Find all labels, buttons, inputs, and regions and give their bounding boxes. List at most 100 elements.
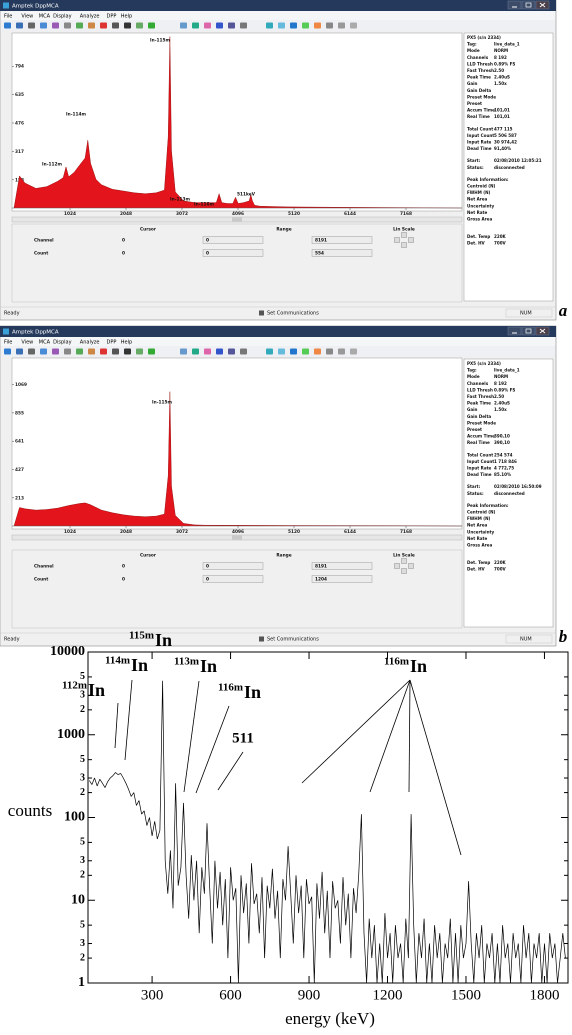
maximize-button[interactable] (522, 1, 535, 9)
toolbar-button[interactable] (124, 23, 131, 29)
status-text[interactable]: Set Communications (267, 311, 319, 317)
toolbar-button[interactable] (290, 349, 297, 355)
toolbar-button[interactable] (76, 349, 83, 355)
toolbar-button[interactable] (16, 23, 23, 29)
toolbar-button[interactable] (192, 349, 199, 355)
toolbar-button[interactable] (40, 23, 47, 29)
toolbar-button[interactable] (40, 349, 47, 355)
scroll-thumb[interactable] (232, 536, 242, 540)
scroll-thumb[interactable] (232, 218, 242, 222)
toolbar-button[interactable] (180, 23, 187, 29)
arrow-button[interactable] (395, 238, 400, 243)
toolbar-button[interactable] (112, 349, 119, 355)
menu-item[interactable]: DPP (107, 339, 117, 345)
toolbar-button[interactable] (350, 349, 357, 355)
toolbar-button[interactable] (112, 23, 119, 29)
control-header: Lin Scale (393, 227, 415, 233)
info-value: 0.89% FS (494, 387, 515, 392)
arrow-button[interactable] (395, 564, 400, 569)
toolbar-button[interactable] (228, 349, 235, 355)
menu-item[interactable]: MCA (39, 339, 51, 345)
maximize-button[interactable] (522, 327, 535, 335)
toolbar-button[interactable] (338, 23, 345, 29)
x-tick-label: 1200 (373, 987, 403, 1003)
x-tick-label: 6144 (344, 211, 356, 217)
toolbar-button[interactable] (204, 349, 211, 355)
toolbar-button[interactable] (28, 349, 35, 355)
y-tick-label: 855 (15, 410, 24, 416)
toolbar-button[interactable] (326, 23, 333, 29)
toolbar-button[interactable] (216, 349, 223, 355)
menu-item[interactable]: MCA (39, 13, 51, 19)
y-tick-label: 476 (15, 121, 24, 127)
toolbar-button[interactable] (180, 349, 187, 355)
input-box[interactable] (203, 237, 263, 244)
menu-item[interactable]: View (21, 339, 33, 345)
menu-item[interactable]: File (4, 339, 12, 345)
toolbar-button[interactable] (240, 349, 247, 355)
toolbar-button[interactable] (204, 23, 211, 29)
menu-item[interactable]: View (21, 13, 33, 19)
toolbar-button[interactable] (216, 23, 223, 29)
menu-item[interactable]: Display (53, 339, 71, 345)
toolbar-button[interactable] (278, 23, 285, 29)
toolbar-button[interactable] (52, 23, 59, 29)
toolbar-button[interactable] (124, 349, 131, 355)
toolbar-button[interactable] (350, 23, 357, 29)
toolbar-button[interactable] (16, 349, 23, 355)
toolbar-button[interactable] (64, 23, 71, 29)
toolbar-button[interactable] (88, 23, 95, 29)
menu-item[interactable]: DPP (107, 13, 117, 19)
arrow-button[interactable] (402, 233, 407, 238)
menu-item[interactable]: File (4, 13, 12, 19)
toolbar-button[interactable] (302, 23, 309, 29)
toolbar-button[interactable] (100, 349, 107, 355)
toolbar-button[interactable] (278, 349, 285, 355)
info-value: 8 192 (494, 381, 507, 386)
arrow-button[interactable] (409, 564, 414, 569)
input-box[interactable] (203, 250, 263, 257)
arrow-button[interactable] (402, 559, 407, 564)
menu-item[interactable]: Analyze (80, 13, 100, 19)
info-label: Start: (467, 158, 481, 163)
info-label: Total Count (467, 126, 493, 131)
control-label: Count (34, 251, 48, 257)
arrow-button[interactable] (402, 569, 407, 574)
input-value: 0 (206, 577, 209, 583)
toolbar-button[interactable] (314, 23, 321, 29)
input-box[interactable] (203, 563, 263, 570)
menu-item[interactable]: Analyze (80, 339, 100, 345)
menu-item[interactable]: Help (121, 13, 132, 19)
toolbar-button[interactable] (136, 349, 143, 355)
status-text[interactable]: Set Communications (267, 637, 319, 643)
toolbar-button[interactable] (314, 349, 321, 355)
minimize-button[interactable] (508, 327, 521, 335)
toolbar-button[interactable] (88, 349, 95, 355)
toolbar-button[interactable] (4, 23, 11, 29)
arrow-button[interactable] (402, 243, 407, 248)
toolbar-button[interactable] (4, 349, 11, 355)
arrow-button[interactable] (409, 238, 414, 243)
toolbar-button[interactable] (76, 23, 83, 29)
menu-item[interactable]: Help (121, 339, 132, 345)
input-box[interactable] (203, 576, 263, 583)
toolbar-button[interactable] (52, 349, 59, 355)
toolbar-button[interactable] (100, 23, 107, 29)
toolbar-button[interactable] (28, 23, 35, 29)
toolbar-button[interactable] (302, 349, 309, 355)
menu-item[interactable]: Display (53, 13, 71, 19)
toolbar-button[interactable] (290, 23, 297, 29)
toolbar-button[interactable] (266, 349, 273, 355)
toolbar-button[interactable] (192, 23, 199, 29)
toolbar-button[interactable] (228, 23, 235, 29)
toolbar-button[interactable] (148, 349, 155, 355)
toolbar-button[interactable] (326, 349, 333, 355)
toolbar-button[interactable] (136, 23, 143, 29)
toolbar-button[interactable] (338, 349, 345, 355)
toolbar-button[interactable] (266, 23, 273, 29)
toolbar-button[interactable] (148, 23, 155, 29)
info-label: Real Time (467, 440, 490, 445)
minimize-button[interactable] (508, 1, 521, 9)
toolbar-button[interactable] (64, 349, 71, 355)
toolbar-button[interactable] (240, 23, 247, 29)
